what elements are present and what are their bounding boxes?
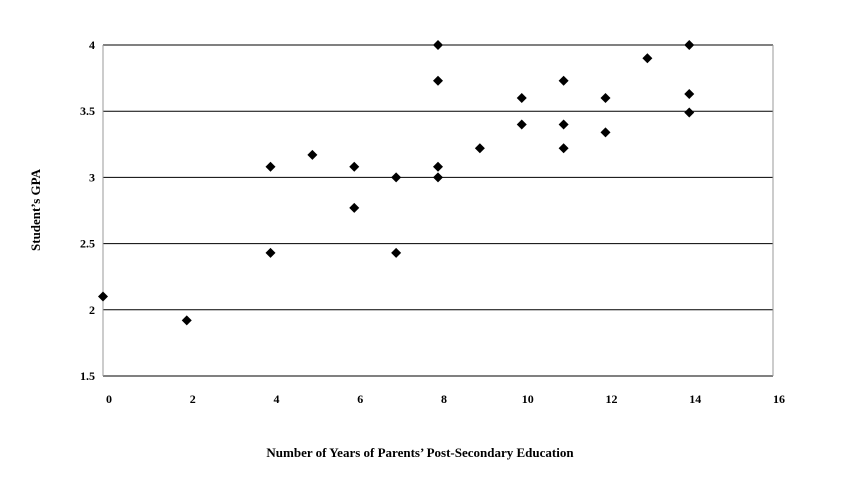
data-point [433,172,443,183]
y-tick-label: 2.5 [80,237,95,251]
data-point [642,53,653,64]
data-point [558,75,569,86]
data-point [349,161,360,172]
x-tick-label: 2 [190,392,196,406]
grid-lines [103,44,773,377]
data-point [684,88,695,99]
y-tick-label: 1.5 [80,369,95,383]
data-point [600,92,611,103]
y-tick-label: 4 [89,38,95,52]
x-tick-label: 16 [773,392,785,406]
data-point [684,107,695,118]
y-axis-tick-labels: 1.5 2 2.5 3 3.5 4 [80,38,95,383]
data-point [558,143,569,154]
data-point [349,202,360,213]
data-point [684,40,695,50]
y-tick-label: 3.5 [80,104,95,118]
plot-frame [102,45,774,376]
x-tick-label: 10 [522,392,534,406]
y-tick-label: 3 [89,170,95,184]
x-tick-label: 0 [106,392,112,406]
data-point [265,247,276,258]
x-tick-label: 6 [357,392,363,406]
data-points [98,40,695,326]
data-point [433,75,443,86]
data-point [181,315,192,326]
x-tick-label: 12 [606,392,618,406]
x-axis-title: Number of Years of Parents’ Post-Seconda… [266,445,574,460]
data-point [516,119,527,130]
y-tick-label: 2 [89,303,95,317]
data-point [516,92,527,103]
data-point [265,161,276,172]
data-point [558,119,569,130]
data-point [600,127,611,138]
x-tick-label: 4 [274,392,280,406]
data-point [391,172,402,183]
y-axis-title: Student’s GPA [28,168,43,251]
data-point [98,291,108,302]
data-point [474,143,485,154]
x-tick-label: 8 [441,392,447,406]
x-tick-label: 14 [689,392,701,406]
data-point [391,247,402,258]
data-point [307,149,318,160]
x-axis-tick-labels: 0 2 4 6 8 10 12 14 16 [106,392,785,406]
data-point [433,40,443,50]
data-point [433,161,443,172]
